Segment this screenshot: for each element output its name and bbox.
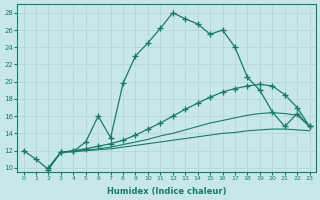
X-axis label: Humidex (Indice chaleur): Humidex (Indice chaleur) xyxy=(107,187,226,196)
